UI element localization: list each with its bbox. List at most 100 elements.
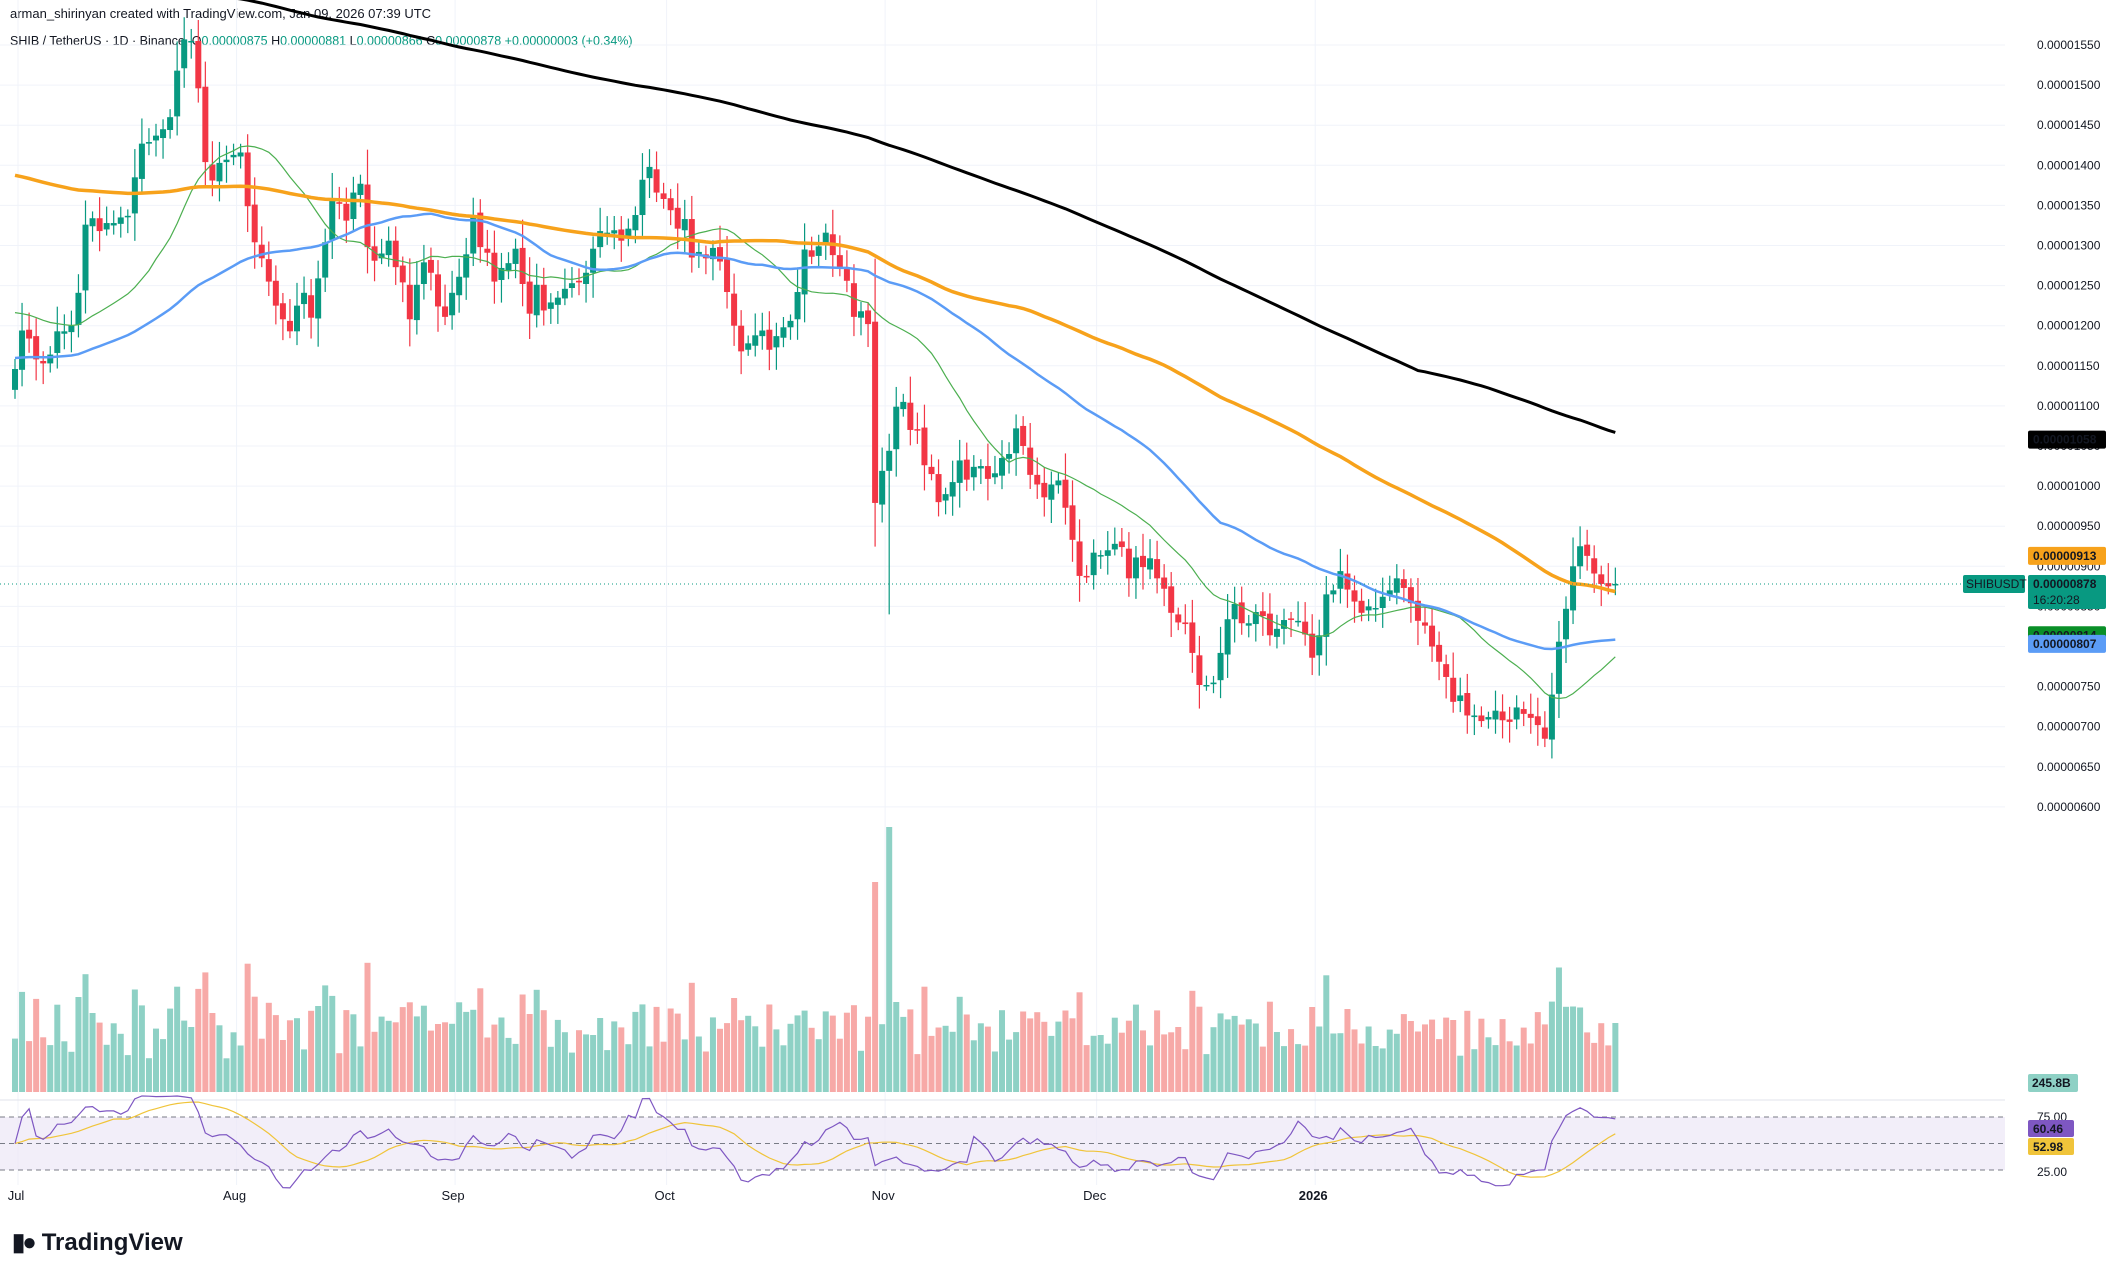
volume-bar (646, 1046, 653, 1092)
candle-body (230, 154, 237, 158)
candle-body (907, 402, 914, 430)
volume-bar (1563, 1006, 1569, 1092)
volume-bar (695, 1036, 702, 1092)
volume-bar (1393, 1033, 1400, 1092)
rsi-tick-label: 25.00 (2037, 1165, 2067, 1179)
volume-bar (858, 1050, 864, 1092)
candle-body (1598, 574, 1605, 584)
candle-body (1422, 622, 1428, 626)
candle-body (244, 152, 251, 207)
candle-body (999, 458, 1005, 476)
candle-body (1147, 558, 1154, 570)
candle-body (406, 284, 413, 320)
volume-bar (110, 1023, 117, 1092)
volume-bar (625, 1044, 632, 1092)
volume-bar (576, 1030, 582, 1092)
volume-bar (1125, 1020, 1132, 1092)
candle-body (477, 212, 484, 248)
volume-bar (1584, 1032, 1591, 1092)
candle-body (1273, 628, 1280, 637)
candle-body (258, 244, 265, 259)
countdown-tag: 16:20:28 (2033, 593, 2080, 607)
candle-body (216, 162, 223, 182)
volume-bar (1210, 1027, 1217, 1092)
candle-body (1295, 620, 1302, 623)
tradingview-logo[interactable]: ▮● TradingView (12, 1228, 183, 1257)
volume-bar (47, 1045, 54, 1092)
candle-body (202, 86, 209, 163)
candle-body (279, 303, 286, 320)
volume-bar (1513, 1045, 1520, 1092)
candle-body (639, 179, 646, 216)
time-axis[interactable]: Jul Aug Sep Oct Nov Dec 2026 (8, 1188, 1328, 1203)
volume-bar (68, 1051, 75, 1092)
candle-body (752, 335, 759, 346)
candle-body (1344, 573, 1351, 590)
volume-bar (836, 1038, 843, 1092)
volume-bar (1534, 1012, 1541, 1092)
volume-bar (427, 1030, 434, 1092)
candle-body (1055, 480, 1062, 486)
candle-body (75, 292, 82, 325)
candle-body (1224, 619, 1231, 655)
volume-bar (928, 1035, 935, 1092)
ma200-price-tag-bg (2028, 430, 2106, 449)
candle-body (19, 330, 26, 370)
ma50-line (14, 212, 1616, 651)
candle-body (181, 39, 188, 69)
volume-bar (808, 1027, 815, 1092)
volume-bar (1351, 1029, 1358, 1092)
candle-body (1337, 571, 1344, 589)
candle-body (949, 482, 956, 497)
candle-body (590, 248, 597, 273)
volume-bar (1062, 1010, 1069, 1092)
volume-bar (759, 1046, 766, 1092)
y-tick-label: 0.00001150 (2037, 359, 2100, 373)
candle-body (392, 240, 399, 268)
candle-body (759, 330, 766, 337)
volume-bar (1238, 1024, 1245, 1092)
volume-bar (1612, 1023, 1619, 1092)
ma50-price-tag: 0.00000807 (2033, 637, 2097, 651)
candle-body (1379, 596, 1386, 609)
candle-body (1555, 641, 1562, 694)
rsi-ma-tag-bg (2028, 1138, 2074, 1155)
candle-body (484, 248, 491, 253)
volume-bar (991, 1051, 998, 1092)
volume-bar (1027, 1018, 1034, 1092)
candle-body (991, 473, 998, 478)
volume-bar (124, 1055, 131, 1092)
x-tick-label: Oct (654, 1188, 675, 1203)
volume-bar (1281, 1046, 1287, 1092)
volume-bar (554, 1019, 561, 1092)
x-tick-label: Dec (1083, 1188, 1107, 1203)
candle-body (738, 325, 745, 352)
volume-bar (1485, 1037, 1492, 1092)
candle-body (674, 207, 681, 229)
volume-bar (1273, 1032, 1280, 1092)
candle-body (138, 143, 145, 179)
candle-body (681, 219, 688, 231)
y-tick-label: 0.00001350 (2037, 198, 2101, 212)
volume-bar (540, 1010, 547, 1092)
candle-body (265, 259, 272, 282)
volume-bar (1499, 1019, 1506, 1092)
candle-body (688, 219, 695, 258)
volume-bar (1140, 1030, 1146, 1092)
candle-body (1252, 612, 1259, 625)
volume-bar (301, 1049, 308, 1092)
y-tick-label: 0.00000700 (2037, 720, 2101, 734)
volume-bar (456, 1002, 463, 1092)
candle-body (1168, 586, 1175, 613)
volume-bar (1013, 1032, 1020, 1092)
candle-body (1485, 717, 1492, 720)
rsi-pane (0, 1095, 2005, 1189)
volume-bar (1527, 1043, 1534, 1092)
volume-bar (237, 1045, 244, 1092)
volume-bar (1471, 1049, 1478, 1092)
y-tick-label: 0.00000650 (2037, 760, 2101, 774)
candle-body (385, 240, 392, 256)
volume-bar (1090, 1035, 1097, 1092)
volume-bar (872, 882, 879, 1092)
